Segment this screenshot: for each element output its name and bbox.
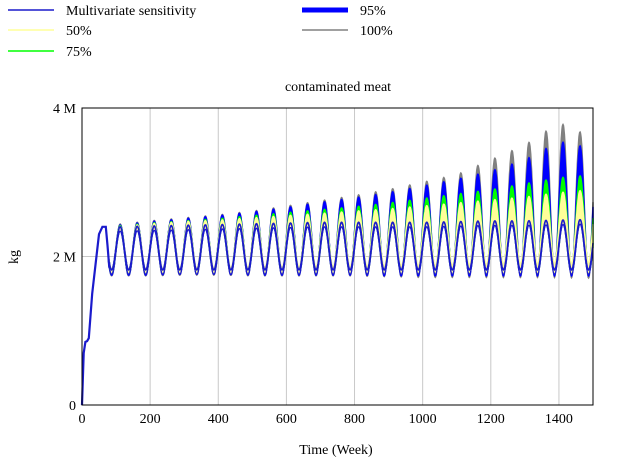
x-tick-label-0: 0 <box>79 412 86 427</box>
x-axis-label: Time (Week) <box>299 443 373 458</box>
y-tick-label-2: 4 M <box>53 102 77 117</box>
series-oscillation-line <box>108 218 594 271</box>
plot-frame <box>81 107 594 406</box>
gridlines <box>82 108 593 405</box>
confidence-bands <box>107 123 594 280</box>
legend-label-4: 100% <box>360 24 393 39</box>
band-75pct <box>107 175 594 275</box>
x-tick-label-1000: 1000 <box>409 412 437 427</box>
y-axis-label: kg <box>7 250 22 264</box>
plot-area <box>80 107 594 406</box>
legend-label-0: Multivariate sensitivity <box>66 4 196 19</box>
band-95pct <box>107 141 594 278</box>
series-oscillation-line <box>108 223 594 276</box>
band-100pct <box>107 123 594 280</box>
x-tick-label-1200: 1200 <box>477 412 505 427</box>
series-multivariate-sensitivity <box>80 225 111 406</box>
x-tick-label-1400: 1400 <box>545 412 573 427</box>
y-axis-ticks: 0 2 M 4 M <box>53 102 77 414</box>
y-tick-label-0: 0 <box>69 399 76 414</box>
band-50pct <box>107 189 594 274</box>
x-tick-label-800: 800 <box>344 412 365 427</box>
x-axis-ticks: 0 200 400 600 800 1000 1200 1400 <box>79 412 573 427</box>
x-tick-label-600: 600 <box>276 412 297 427</box>
series-lines <box>80 218 594 406</box>
y-tick-label-1: 2 M <box>53 251 77 266</box>
legend: Multivariate sensitivity 50% 75% 95% 100% <box>8 4 393 60</box>
legend-label-3: 95% <box>360 4 386 19</box>
x-tick-label-400: 400 <box>208 412 229 427</box>
x-tick-label-200: 200 <box>140 412 161 427</box>
chart-title: contaminated meat <box>285 80 391 95</box>
legend-label-1: 50% <box>66 24 92 39</box>
legend-label-2: 75% <box>66 45 92 60</box>
